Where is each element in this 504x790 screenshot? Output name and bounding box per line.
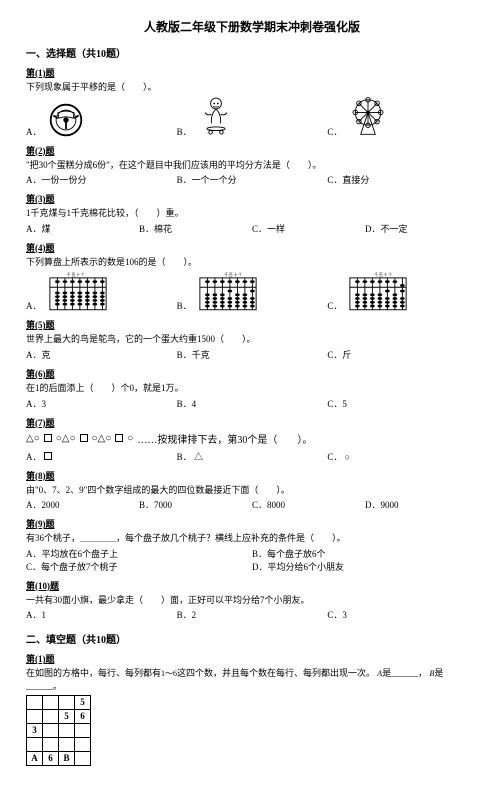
q4-num: 第(4)题 — [26, 241, 478, 254]
q10-opt-a: A．1 — [26, 608, 177, 621]
question-10: 第(10)题 一共有30面小旗，最少拿走（ ）面，正好可以平均分给7个小朋友。 … — [26, 579, 478, 622]
q6-text: 在1的后面添上（ ）个0，就是1万。 — [26, 382, 478, 395]
svg-text:千 百 十 个: 千 百 十 个 — [375, 272, 393, 277]
q4-opt-b: B． 千 百 十 个 — [177, 270, 328, 312]
abacus-b-icon: 千 百 十 个 — [198, 270, 258, 312]
q1-opt-c: C． — [327, 96, 478, 138]
q11-grid: 5 56 3 A6B — [26, 695, 91, 766]
q5-text: 世界上最大的鸟是鸵鸟，它的一个蛋大约重1500（ ）。 — [26, 333, 478, 346]
q9-opt-c: C．每个盘子放7个桃子 — [26, 560, 252, 573]
question-9: 第(9)题 有36个桃子，＿＿＿＿，每个盘子放几个桃子？横线上应补充的条件是（ … — [26, 517, 478, 573]
q6-num: 第(6)题 — [26, 367, 478, 380]
q4-b-label: B． — [177, 299, 192, 312]
question-1: 第(1)题 下列现象属于平移的是（ ）。 A． B． — [26, 66, 478, 138]
q7-opt-b: B． △ — [177, 450, 328, 463]
abacus-c-icon: 千 百 十 个 — [348, 270, 408, 312]
q9-opt-b: B．每个盘子放6个 — [252, 547, 478, 560]
page-title: 人教版二年级下册数学期末冲刺卷强化版 — [26, 18, 478, 35]
q8-opt-a: A．2000 — [26, 498, 139, 511]
abacus-a-icon: 千 百 十 个 — [48, 270, 108, 312]
q1-opt-a: A． — [26, 102, 177, 138]
skateboard-kid-icon — [198, 96, 234, 138]
q8-num: 第(8)题 — [26, 469, 478, 482]
question-2: 第(2)题 "把30个蛋糕分成6份"，在这个题目中我们应该用的平均分方法是（ ）… — [26, 144, 478, 187]
q4-opt-c: C． 千 百 十 个 — [327, 270, 478, 312]
q9-opt-a: A．平均放在6个盘子上 — [26, 547, 252, 560]
q3-opt-d: D．不一定 — [365, 222, 478, 235]
steering-wheel-icon — [48, 102, 84, 138]
q6-opt-c: C．5 — [327, 397, 478, 410]
q10-opt-b: B．2 — [177, 608, 328, 621]
q7-sequence: △○○△○○△○○ ……按规律排下去，第30个是（ ）。 — [26, 431, 478, 446]
q3-opt-c: C．一样 — [252, 222, 365, 235]
q1-opt-b: B． — [177, 96, 328, 138]
q9-text: 有36个桃子，＿＿＿＿，每个盘子放几个桃子？横线上应补充的条件是（ ）。 — [26, 532, 478, 545]
q4-a-label: A． — [26, 299, 42, 312]
question-5: 第(5)题 世界上最大的鸟是鸵鸟，它的一个蛋大约重1500（ ）。 A．克 B．… — [26, 318, 478, 361]
q5-opt-b: B．千克 — [177, 348, 328, 361]
q2-opt-b: B．一个一个分 — [177, 173, 328, 186]
q8-opt-c: C．8000 — [252, 498, 365, 511]
question-fill-1: 第(1)题 在如图的方格中，每行、每列都有1～6这四个数，并且每个数在每行、每列… — [26, 652, 478, 765]
ferris-wheel-icon — [348, 96, 388, 138]
q7-opt-c: C． ○ — [327, 450, 478, 463]
q2-text: "把30个蛋糕分成6份"，在这个题目中我们应该用的平均分方法是（ ）。 — [26, 159, 478, 172]
question-3: 第(3)题 1千克煤与1千克棉花比较，（ ）重。 A．煤 B．棉花 C．一样 D… — [26, 192, 478, 235]
q2-opt-a: A．一份一份分 — [26, 173, 177, 186]
q5-opt-a: A．克 — [26, 348, 177, 361]
q3-text: 1千克煤与1千克棉花比较，（ ）重。 — [26, 207, 478, 220]
q7-opt-a: A． — [26, 450, 177, 463]
q10-num: 第(10)题 — [26, 579, 478, 592]
q9-num: 第(9)题 — [26, 517, 478, 530]
q1-b-label: B． — [177, 125, 192, 138]
question-6: 第(6)题 在1的后面添上（ ）个0，就是1万。 A．3 B．4 C．5 — [26, 367, 478, 410]
q1-c-label: C． — [327, 125, 342, 138]
q7-num: 第(7)题 — [26, 416, 478, 429]
q2-opt-c: C．直接分 — [327, 173, 478, 186]
q11-text: 在如图的方格中，每行、每列都有1～6这四个数，并且每个数在每行、每列都出现一次。… — [26, 667, 478, 692]
section-1-header: 一、选择题（共10题） — [26, 45, 478, 60]
q3-num: 第(3)题 — [26, 192, 478, 205]
q11-num: 第(1)题 — [26, 652, 478, 665]
question-7: 第(7)题 △○○△○○△○○ ……按规律排下去，第30个是（ ）。 A． B．… — [26, 416, 478, 463]
q9-opt-d: D．平均分给6个小朋友 — [252, 560, 478, 573]
q6-opt-b: B．4 — [177, 397, 328, 410]
q8-opt-b: B．7000 — [139, 498, 252, 511]
q8-text: 由"0、7、2、9"四个数字组成的最大的四位数最接近下面（ ）。 — [26, 484, 478, 497]
question-4: 第(4)题 下列算盘上所表示的数是106的是（ ）。 A． 千 百 十 个 — [26, 241, 478, 313]
q5-opt-c: C．斤 — [327, 348, 478, 361]
section-2-header: 二、填空题（共10题） — [26, 631, 478, 646]
q7-seq-tail: ……按规律排下去，第30个是（ ）。 — [137, 431, 312, 446]
q1-text: 下列现象属于平移的是（ ）。 — [26, 81, 478, 94]
q8-opt-d: D．9000 — [365, 498, 478, 511]
q1-num: 第(1)题 — [26, 66, 478, 79]
q4-text: 下列算盘上所表示的数是106的是（ ）。 — [26, 256, 478, 269]
svg-text:千 百 十 个: 千 百 十 个 — [224, 272, 242, 277]
svg-text:千 百 十 个: 千 百 十 个 — [66, 272, 84, 277]
q3-opt-a: A．煤 — [26, 222, 139, 235]
q4-c-label: C． — [327, 299, 342, 312]
q5-num: 第(5)题 — [26, 318, 478, 331]
q2-num: 第(2)题 — [26, 144, 478, 157]
q4-opt-a: A． 千 百 十 个 — [26, 270, 177, 312]
q10-text: 一共有30面小旗，最少拿走（ ）面，正好可以平均分给7个小朋友。 — [26, 594, 478, 607]
question-8: 第(8)题 由"0、7、2、9"四个数字组成的最大的四位数最接近下面（ ）。 A… — [26, 469, 478, 512]
q10-opt-c: C．3 — [327, 608, 478, 621]
q3-opt-b: B．棉花 — [139, 222, 252, 235]
q6-opt-a: A．3 — [26, 397, 177, 410]
q1-a-label: A． — [26, 125, 42, 138]
